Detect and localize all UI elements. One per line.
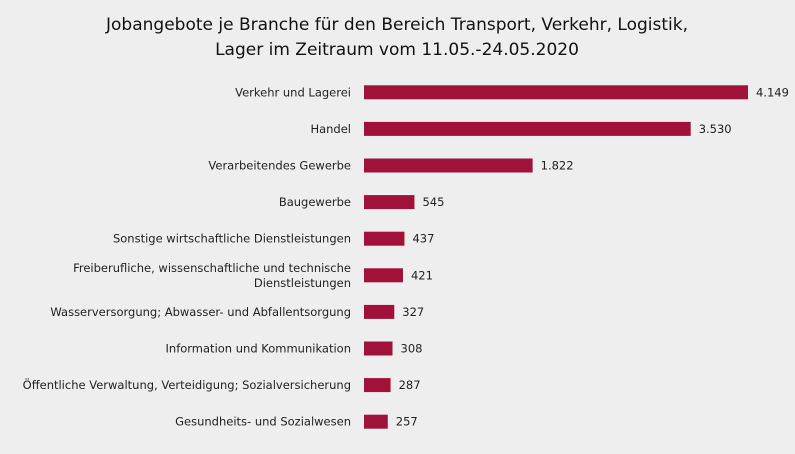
- bar: [364, 195, 415, 210]
- value-label: 1.822: [541, 159, 574, 173]
- chart-title-line-2: Lager im Zeitraum vom 11.05.-24.05.2020: [215, 40, 579, 60]
- category-label: Freiberufliche, wissenschaftliche und te…: [73, 261, 351, 275]
- category-label: Wasserversorgung; Abwasser- und Abfallen…: [50, 305, 351, 319]
- category-label: Handel: [310, 122, 351, 136]
- bar: [364, 85, 748, 100]
- value-label: 4.149: [756, 85, 789, 99]
- bar: [364, 304, 395, 319]
- bar: [364, 341, 393, 356]
- bar: [364, 378, 391, 393]
- bar: [364, 121, 691, 136]
- category-label: Öffentliche Verwaltung, Verteidigung; So…: [23, 376, 351, 392]
- value-label: 287: [399, 378, 421, 392]
- bar: [364, 268, 403, 283]
- bar: [364, 231, 405, 246]
- category-label: Gesundheits- und Sozialwesen: [175, 415, 351, 429]
- value-label: 3.530: [699, 122, 732, 136]
- value-labels: 4.149 3.530 1.822 545 437 421 327 308 287 257: [396, 85, 789, 428]
- category-label: Sonstige wirtschaftliche Dienstleistunge…: [113, 232, 351, 246]
- category-label: Baugewerbe: [279, 195, 351, 209]
- value-label: 308: [401, 342, 423, 356]
- bar: [364, 414, 388, 429]
- category-label: Information und Kommunikation: [166, 342, 351, 356]
- category-label: Dienstleistungen: [254, 276, 351, 290]
- value-label: 545: [422, 195, 444, 209]
- value-label: 327: [402, 305, 424, 319]
- bar: [364, 158, 533, 173]
- category-labels: Verkehr und Lagerei Handel Verarbeitendes …: [23, 85, 351, 428]
- chart-title: Jobangebote je Branche für den Bereich T…: [105, 15, 688, 60]
- value-label: 257: [396, 415, 418, 429]
- bars: [364, 85, 748, 429]
- chart-title-line-1: Jobangebote je Branche für den Bereich T…: [105, 15, 688, 35]
- category-label: Verarbeitendes Gewerbe: [208, 159, 351, 173]
- category-label: Verkehr und Lagerei: [235, 85, 351, 99]
- value-label: 421: [411, 268, 433, 282]
- value-label: 437: [412, 232, 434, 246]
